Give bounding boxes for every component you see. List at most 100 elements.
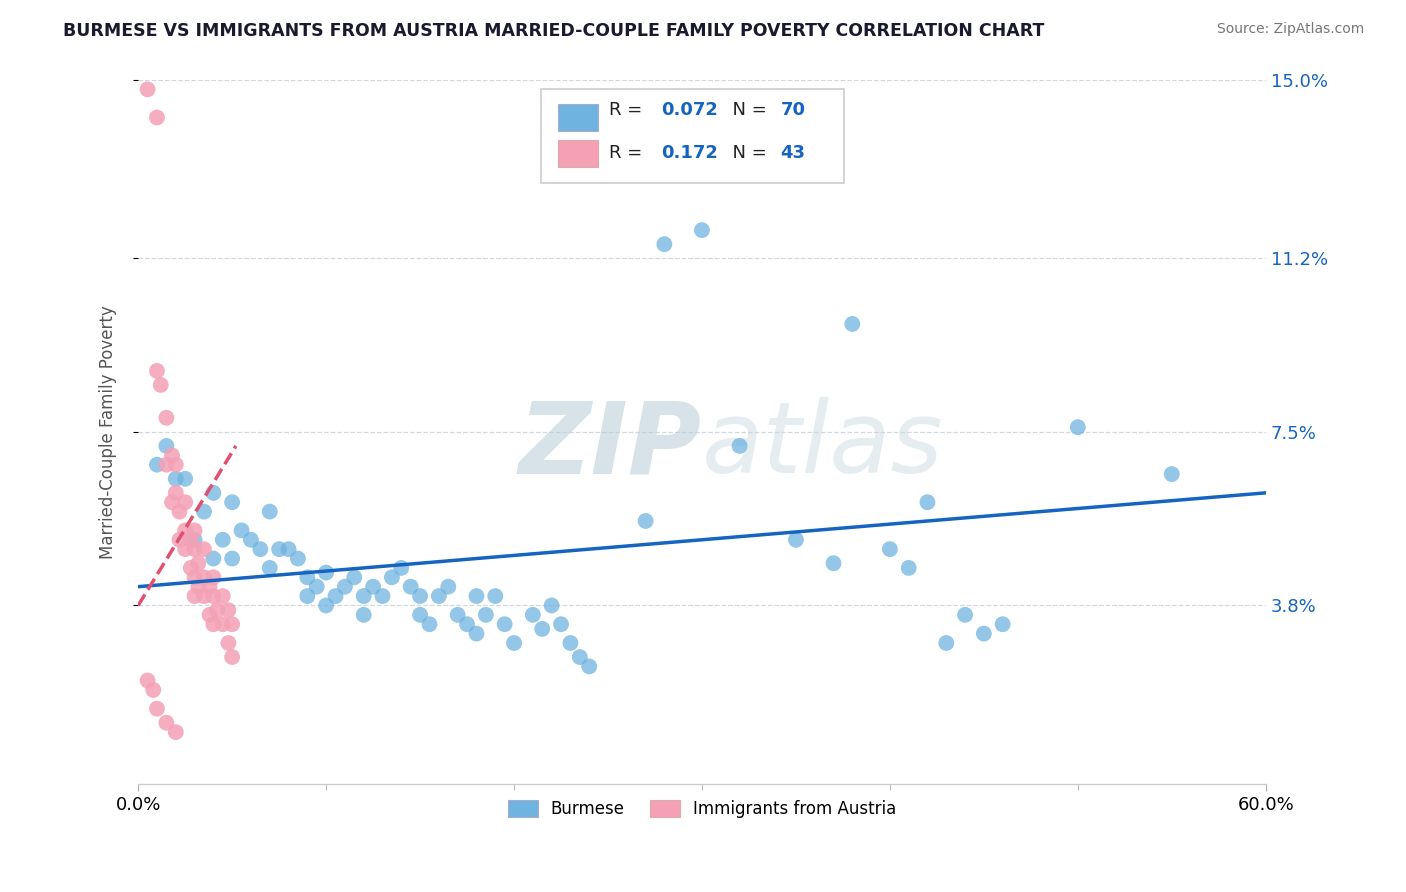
Point bbox=[287, 551, 309, 566]
Legend: Burmese, Immigrants from Austria: Burmese, Immigrants from Austria bbox=[501, 793, 903, 825]
Point bbox=[409, 589, 432, 603]
Point bbox=[325, 589, 347, 603]
Point bbox=[165, 725, 187, 739]
Point bbox=[550, 617, 572, 632]
Point bbox=[371, 589, 394, 603]
Point bbox=[174, 495, 197, 509]
Point bbox=[136, 673, 159, 688]
Point bbox=[437, 580, 460, 594]
Point bbox=[165, 472, 187, 486]
Point bbox=[465, 589, 488, 603]
Point bbox=[146, 701, 169, 715]
Point bbox=[160, 448, 183, 462]
Point bbox=[146, 458, 169, 472]
Point bbox=[183, 542, 205, 557]
Point bbox=[690, 223, 713, 237]
Point bbox=[494, 617, 516, 632]
Point bbox=[475, 607, 498, 622]
Point bbox=[183, 533, 205, 547]
Point bbox=[917, 495, 939, 509]
Point bbox=[211, 617, 233, 632]
Point bbox=[935, 636, 957, 650]
Point bbox=[249, 542, 271, 557]
Point bbox=[202, 486, 225, 500]
Point bbox=[823, 556, 845, 570]
Point bbox=[169, 533, 191, 547]
Point bbox=[361, 580, 384, 594]
Point bbox=[239, 533, 262, 547]
Point bbox=[155, 458, 177, 472]
Point bbox=[180, 533, 202, 547]
Point bbox=[381, 570, 404, 584]
Point bbox=[897, 561, 920, 575]
Point bbox=[259, 561, 281, 575]
Point bbox=[484, 589, 506, 603]
Point bbox=[211, 533, 233, 547]
Text: N =: N = bbox=[721, 101, 773, 119]
Point bbox=[456, 617, 478, 632]
Point bbox=[198, 580, 221, 594]
Point bbox=[202, 617, 225, 632]
Text: 43: 43 bbox=[780, 145, 806, 162]
Point bbox=[187, 556, 209, 570]
Point bbox=[503, 636, 526, 650]
Text: BURMESE VS IMMIGRANTS FROM AUSTRIA MARRIED-COUPLE FAMILY POVERTY CORRELATION CHA: BURMESE VS IMMIGRANTS FROM AUSTRIA MARRI… bbox=[63, 22, 1045, 40]
Point bbox=[399, 580, 422, 594]
Point bbox=[174, 542, 197, 557]
Point bbox=[155, 715, 177, 730]
Text: atlas: atlas bbox=[702, 398, 943, 494]
Point bbox=[343, 570, 366, 584]
Point bbox=[165, 486, 187, 500]
Point bbox=[785, 533, 807, 547]
Point bbox=[193, 542, 215, 557]
Point bbox=[879, 542, 901, 557]
Point bbox=[202, 589, 225, 603]
Point bbox=[221, 650, 243, 665]
Point bbox=[568, 650, 591, 665]
Point bbox=[1067, 420, 1090, 434]
Point bbox=[146, 364, 169, 378]
Point bbox=[169, 505, 191, 519]
Point bbox=[221, 551, 243, 566]
Point bbox=[180, 561, 202, 575]
Point bbox=[217, 603, 239, 617]
Point bbox=[187, 580, 209, 594]
Point bbox=[136, 82, 159, 96]
Point bbox=[447, 607, 470, 622]
Point bbox=[353, 589, 375, 603]
Point bbox=[155, 410, 177, 425]
Text: N =: N = bbox=[721, 145, 773, 162]
Text: 0.072: 0.072 bbox=[661, 101, 717, 119]
Text: R =: R = bbox=[609, 145, 648, 162]
Point bbox=[297, 589, 319, 603]
Point bbox=[217, 636, 239, 650]
Point bbox=[540, 599, 562, 613]
Point bbox=[149, 378, 172, 392]
Point bbox=[174, 472, 197, 486]
Point bbox=[146, 111, 169, 125]
Text: Source: ZipAtlas.com: Source: ZipAtlas.com bbox=[1216, 22, 1364, 37]
Point bbox=[174, 524, 197, 538]
Point bbox=[1160, 467, 1182, 481]
Point bbox=[654, 237, 676, 252]
Point bbox=[211, 589, 233, 603]
Point bbox=[531, 622, 554, 636]
Point bbox=[991, 617, 1014, 632]
Point bbox=[231, 524, 253, 538]
Text: 0.172: 0.172 bbox=[661, 145, 717, 162]
Point bbox=[973, 626, 995, 640]
Point bbox=[193, 505, 215, 519]
Point bbox=[315, 599, 337, 613]
Point bbox=[465, 626, 488, 640]
Y-axis label: Married-Couple Family Poverty: Married-Couple Family Poverty bbox=[100, 305, 117, 558]
Point bbox=[155, 439, 177, 453]
Point bbox=[409, 607, 432, 622]
Text: R =: R = bbox=[609, 101, 648, 119]
Point bbox=[193, 589, 215, 603]
Point bbox=[305, 580, 328, 594]
Point bbox=[269, 542, 291, 557]
Point bbox=[202, 551, 225, 566]
Point bbox=[634, 514, 657, 528]
Point bbox=[259, 505, 281, 519]
Point bbox=[221, 495, 243, 509]
